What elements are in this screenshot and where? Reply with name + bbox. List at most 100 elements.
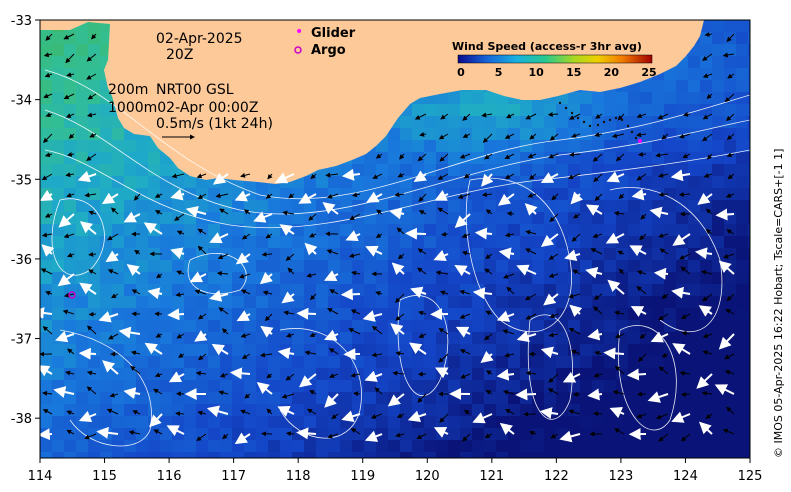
field-cell [616, 104, 629, 117]
field-cell [160, 188, 173, 201]
field-cell [136, 260, 149, 273]
current-vector [636, 113, 647, 119]
field-cell [376, 200, 389, 213]
current-vector [462, 113, 471, 121]
field-cell [364, 236, 377, 249]
current-vector [594, 132, 603, 138]
field-cell [52, 92, 65, 105]
x-tick-label: 114 [28, 469, 53, 484]
field-cell [40, 272, 53, 285]
current-vector [614, 310, 625, 316]
current-vector [281, 393, 295, 399]
field-cell [520, 200, 533, 213]
current-vector [698, 305, 713, 317]
field-cell [100, 440, 113, 453]
field-cell [148, 284, 161, 297]
field-cell [736, 20, 749, 33]
current-vector [485, 253, 493, 260]
field-cell [328, 344, 341, 357]
field-cell [616, 332, 629, 345]
field-cell [532, 296, 545, 309]
field-cell [244, 392, 257, 405]
current-vector [629, 245, 647, 257]
field-cell [736, 224, 749, 237]
field-cell [64, 392, 77, 405]
field-cell [76, 104, 89, 117]
current-vector [631, 188, 647, 201]
current-vector [661, 293, 669, 299]
current-vector [197, 193, 207, 199]
field-cell [568, 296, 581, 309]
field-cell [748, 440, 750, 453]
field-cell [616, 152, 629, 165]
field-cell [304, 416, 317, 429]
current-vector [698, 421, 713, 435]
current-vector [433, 426, 449, 438]
current-vector [209, 290, 229, 302]
field-cell [52, 188, 65, 201]
field-cell [472, 440, 485, 453]
current-vector [697, 192, 713, 205]
field-cell [136, 416, 149, 429]
x-tick-label: 117 [221, 469, 246, 484]
field-cell [652, 296, 665, 309]
field-cell [304, 332, 317, 345]
current-vector [283, 310, 295, 316]
field-cell [64, 260, 77, 273]
field-cell [256, 392, 269, 405]
map-frame [39, 19, 751, 459]
field-cell [364, 416, 377, 429]
field-cell [520, 368, 533, 381]
field-cell [676, 272, 689, 285]
field-cell [52, 128, 65, 141]
field-cell [136, 344, 149, 357]
current-vector [123, 211, 141, 223]
field-cell [172, 332, 185, 345]
current-vector [132, 410, 141, 415]
field-cell [400, 296, 413, 309]
field-cell [592, 320, 605, 333]
field-cell [124, 236, 137, 249]
field-cell [628, 212, 641, 225]
field-cell [256, 224, 269, 237]
current-vector [484, 433, 493, 438]
field-cell [64, 356, 77, 369]
field-cell [580, 188, 593, 201]
field-cell [592, 404, 605, 417]
current-vector [570, 191, 584, 205]
field-cell [724, 56, 737, 69]
field-cell [196, 308, 209, 321]
current-vector [547, 388, 559, 395]
current-vector [603, 347, 625, 360]
field-cell [460, 236, 473, 249]
field-cell [472, 344, 485, 357]
current-vector [265, 233, 273, 239]
field-cell [244, 368, 257, 381]
field-cell [436, 164, 449, 177]
field-cell [160, 248, 173, 261]
field-cell [136, 428, 149, 441]
field-cell [220, 428, 233, 441]
current-vector [727, 173, 735, 180]
current-vector [496, 368, 515, 381]
current-vector [618, 193, 625, 200]
field-cell [436, 284, 449, 297]
current-vector [592, 153, 603, 162]
argo-float-marker [68, 291, 76, 299]
field-cell [124, 320, 137, 333]
field-cell [244, 284, 257, 297]
current-vector [593, 411, 603, 417]
field-cell [748, 140, 750, 153]
field-cell [460, 92, 473, 105]
current-vector [211, 343, 229, 356]
current-vector [680, 391, 691, 397]
current-vector [498, 247, 515, 260]
field-cell [100, 392, 113, 405]
field-cell [472, 140, 485, 153]
current-vector [496, 310, 515, 322]
field-cell [160, 404, 173, 417]
field-cell [172, 176, 185, 189]
field-cell [292, 416, 305, 429]
field-cell [400, 416, 413, 429]
current-vector [681, 330, 691, 336]
